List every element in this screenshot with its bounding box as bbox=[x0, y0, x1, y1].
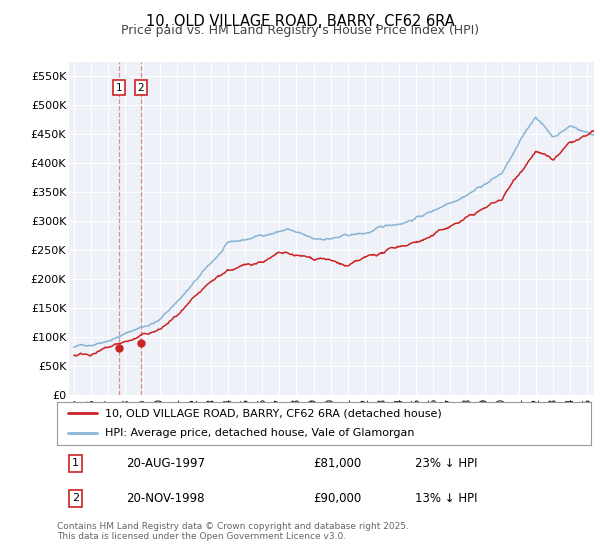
Text: 20-NOV-1998: 20-NOV-1998 bbox=[127, 492, 205, 505]
Text: HPI: Average price, detached house, Vale of Glamorgan: HPI: Average price, detached house, Vale… bbox=[105, 428, 415, 438]
Text: 2: 2 bbox=[137, 83, 144, 92]
Text: 23% ↓ HPI: 23% ↓ HPI bbox=[415, 457, 477, 470]
Text: 1: 1 bbox=[116, 83, 122, 92]
Text: £81,000: £81,000 bbox=[313, 457, 362, 470]
Text: 20-AUG-1997: 20-AUG-1997 bbox=[127, 457, 205, 470]
Text: 2: 2 bbox=[72, 493, 79, 503]
Text: £90,000: £90,000 bbox=[313, 492, 362, 505]
Text: 10, OLD VILLAGE ROAD, BARRY, CF62 6RA: 10, OLD VILLAGE ROAD, BARRY, CF62 6RA bbox=[146, 14, 454, 29]
Text: 10, OLD VILLAGE ROAD, BARRY, CF62 6RA (detached house): 10, OLD VILLAGE ROAD, BARRY, CF62 6RA (d… bbox=[105, 408, 442, 418]
Text: 1: 1 bbox=[72, 459, 79, 468]
Text: 13% ↓ HPI: 13% ↓ HPI bbox=[415, 492, 477, 505]
Text: Contains HM Land Registry data © Crown copyright and database right 2025.
This d: Contains HM Land Registry data © Crown c… bbox=[57, 522, 409, 542]
Text: Price paid vs. HM Land Registry's House Price Index (HPI): Price paid vs. HM Land Registry's House … bbox=[121, 24, 479, 36]
